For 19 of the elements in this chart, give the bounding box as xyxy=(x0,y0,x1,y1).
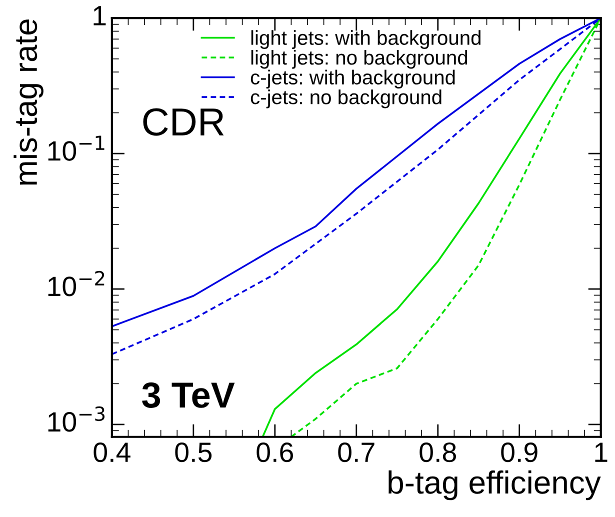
y-axis-title: mis-tag rate xyxy=(14,20,44,185)
x-tick-label: 0.4 xyxy=(94,442,130,462)
y-tick-label: 10$^{−3}$ xyxy=(48,406,105,432)
x-tick-label: 0.6 xyxy=(256,442,293,462)
x-axis-title: b-tag efficiency xyxy=(388,470,601,500)
annotation: 3 TeV xyxy=(142,382,235,408)
y-tick-label: 10$^{−2}$ xyxy=(48,270,104,296)
legend-label: light jets: no background xyxy=(251,50,468,69)
x-tick-label: 0.9 xyxy=(501,442,538,462)
x-tick-label: 0.5 xyxy=(175,442,212,462)
x-tick-label: 1 xyxy=(595,442,608,462)
y-tick-label: 1 xyxy=(94,6,106,26)
annotation: CDR xyxy=(143,108,224,136)
legend-label: c-jets: with background xyxy=(250,70,455,89)
legend-label: light jets: with background xyxy=(251,30,480,49)
y-tick-label: 10$^{−1}$ xyxy=(48,136,104,161)
x-tick-label: 0.8 xyxy=(420,442,456,462)
x-tick-label: 0.7 xyxy=(338,442,374,462)
legend-label: c-jets: no background xyxy=(250,90,442,108)
